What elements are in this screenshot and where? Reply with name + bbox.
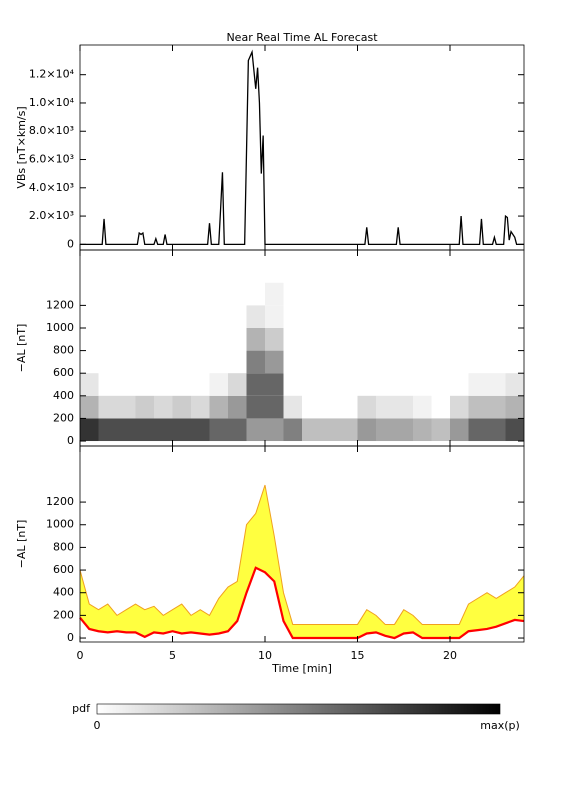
y-tick-label: 1.0×10⁴ [29, 96, 75, 109]
heat-cell [246, 395, 265, 419]
heat-cell [431, 418, 450, 442]
y-tick-label: 4.0×10³ [29, 181, 74, 194]
band-upper [79, 484, 525, 625]
heat-cell [320, 418, 339, 442]
heat-cell [468, 395, 487, 419]
y-tick-label: 600 [53, 563, 74, 576]
x-tick-label: 5 [169, 649, 176, 662]
y-tick-label: 1.2×10⁴ [29, 68, 75, 81]
heat-cell [394, 395, 413, 419]
heat-cell [468, 373, 487, 396]
plot-frame [79, 445, 525, 643]
heat-cell [468, 418, 487, 442]
y-tick-label: 0 [67, 631, 74, 644]
heat-cell [98, 395, 117, 419]
y-tick-label: 200 [53, 608, 74, 621]
y-axis-label: −AL [nT] [15, 324, 28, 373]
colorbar-max: max(p) [480, 719, 520, 732]
heat-cell [376, 418, 395, 442]
colorbar [96, 703, 501, 715]
heat-cell [209, 418, 228, 442]
heat-cell [357, 418, 376, 442]
x-tick-label: 0 [77, 649, 84, 662]
heat-cell [265, 350, 284, 374]
band-area [80, 485, 524, 639]
y-tick-label: 800 [53, 344, 74, 357]
heat-cell [450, 395, 469, 419]
y-tick-label: 800 [53, 540, 74, 553]
heat-cell [80, 395, 99, 419]
heat-cell [117, 395, 136, 419]
heat-cell [505, 395, 524, 419]
heat-cell [413, 395, 432, 419]
y-tick-label: 0 [67, 434, 74, 447]
heat-cell [80, 373, 99, 396]
heat-cell [209, 395, 228, 419]
heat-cell [246, 373, 265, 396]
heat-cell [117, 418, 136, 442]
x-tick-label: 15 [351, 649, 365, 662]
y-tick-label: 8.0×10³ [29, 124, 74, 137]
heat-cell [265, 305, 284, 328]
data-line [80, 49, 524, 245]
y-tick-label: 600 [53, 366, 74, 379]
heat-cell [135, 395, 154, 419]
heat-cell [265, 282, 284, 306]
heat-cell [191, 395, 210, 419]
heat-cell [265, 418, 284, 442]
heat-cell [487, 395, 506, 419]
heat-cell [376, 395, 395, 419]
heat-cell [246, 305, 265, 328]
heat-cell [283, 418, 302, 442]
heat-cell [172, 418, 191, 442]
y-tick-label: 1000 [46, 518, 74, 531]
x-tick-label: 20 [443, 649, 457, 662]
heat-cell [228, 418, 247, 442]
heat-cell [283, 395, 302, 419]
y-tick-label: 1000 [46, 321, 74, 334]
heat-cell [246, 418, 265, 442]
heat-cell [228, 373, 247, 396]
heat-cell [302, 418, 321, 442]
heat-cell [505, 373, 524, 396]
heat-cell [80, 418, 99, 442]
heat-cell [246, 350, 265, 374]
heat-cell [487, 418, 506, 442]
x-axis-label: Time [min] [271, 662, 332, 675]
colorbar-label: pdf [72, 702, 91, 715]
heat-cell [246, 327, 265, 351]
colorbar-min: 0 [94, 719, 101, 732]
heat-cell [228, 395, 247, 419]
heat-cell [154, 395, 173, 419]
heat-cell [209, 373, 228, 396]
heat-cell [191, 418, 210, 442]
y-tick-label: 1200 [46, 298, 74, 311]
heat-cell [154, 418, 173, 442]
heat-cell [394, 418, 413, 442]
y-tick-label: 1200 [46, 495, 74, 508]
heat-cell [357, 395, 376, 419]
heat-cell [265, 373, 284, 396]
y-tick-label: 2.0×10³ [29, 209, 74, 222]
y-tick-label: 0 [67, 237, 74, 250]
chart-title: Near Real Time AL Forecast [226, 31, 378, 44]
heat-cell [265, 395, 284, 419]
y-tick-label: 400 [53, 389, 74, 402]
heat-cell [413, 418, 432, 442]
heat-cell [98, 418, 117, 442]
heat-cell [339, 418, 358, 442]
heat-cell [450, 418, 469, 442]
y-tick-label: 400 [53, 586, 74, 599]
y-axis-label: VBs [nT×km/s] [15, 106, 28, 188]
y-tick-label: 200 [53, 411, 74, 424]
heat-cell [265, 327, 284, 351]
heat-cell [505, 418, 524, 442]
heat-cell [172, 395, 191, 419]
y-tick-label: 6.0×10³ [29, 153, 74, 166]
heat-cell [135, 418, 154, 442]
y-axis-label: −AL [nT] [15, 520, 28, 569]
x-tick-label: 10 [258, 649, 272, 662]
heat-cell [487, 373, 506, 396]
